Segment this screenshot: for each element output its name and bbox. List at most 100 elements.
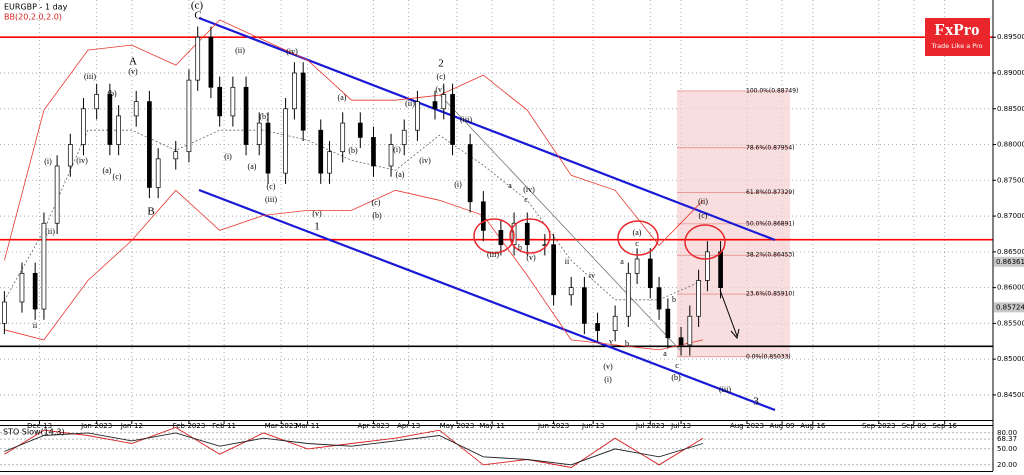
candle-body	[133, 101, 139, 117]
candle-body	[687, 315, 693, 346]
candle-body	[357, 122, 363, 138]
x-tick-label: Aug-16	[800, 422, 826, 430]
wave-label: a	[663, 349, 667, 358]
sto-line	[4, 432, 704, 466]
x-tick-label: Dec-13	[27, 422, 52, 430]
sto-tick-label: 68.37	[997, 435, 1017, 443]
x-tick-label: Jul-13	[670, 422, 691, 430]
candle-body	[340, 122, 346, 153]
wave-label: (ii)	[45, 227, 55, 236]
candle-body	[41, 222, 47, 310]
candle-body	[318, 129, 324, 174]
wave-label: (iv)	[76, 156, 88, 165]
candle-body	[94, 94, 100, 110]
price-tag: 0.85724	[996, 303, 1024, 311]
price-tag: 0.86361	[996, 258, 1024, 266]
wave-label: (v)	[603, 362, 613, 371]
wave-label: 3	[753, 396, 759, 408]
wave-label: (a)	[103, 166, 112, 175]
fib-label: 0.0%(0.85033)	[746, 353, 791, 360]
x-tick-label: Sep-2023	[862, 422, 896, 430]
candle-body	[107, 94, 113, 145]
wave-label: b	[625, 339, 629, 348]
wave-label: (iii)	[460, 115, 472, 124]
candle-body	[467, 144, 473, 203]
fib-label: 61.8%(0.87329)	[746, 189, 795, 196]
wave-label: a	[620, 257, 624, 266]
projection-arrow	[719, 289, 740, 340]
fib-label: 38.2%(0.86453)	[746, 252, 795, 259]
candle-body	[401, 129, 407, 145]
wave-label: v	[609, 337, 613, 346]
candle-body	[371, 137, 376, 167]
candle-body	[656, 287, 662, 310]
candle-body	[678, 337, 684, 346]
candle-body	[441, 94, 447, 110]
candle-body	[612, 315, 618, 331]
wave-label: (iv)	[523, 185, 535, 194]
sto-tick-label: 80.00	[997, 429, 1017, 437]
wave-label: c	[524, 195, 528, 204]
wave-label: ii	[33, 321, 38, 330]
wave-label: a	[508, 181, 512, 190]
wave-label: (i)	[604, 375, 612, 384]
highlight-circle	[509, 218, 551, 254]
wave-label: (ii)	[698, 197, 708, 206]
channel-line	[198, 188, 776, 412]
fib-label: 78.6%(0.87954)	[746, 144, 795, 151]
y-tick-label: 0.88000	[997, 141, 1024, 149]
candle-body	[186, 79, 192, 153]
candle-body	[388, 144, 394, 167]
wave-label: (a)	[338, 93, 347, 102]
candle-body	[283, 108, 288, 174]
fib-label: 50.0%(0.86891)	[746, 220, 795, 227]
bollinger-upper	[4, 19, 704, 261]
wave-label: iv	[589, 271, 595, 280]
candle-body	[256, 122, 262, 145]
candle-body	[665, 308, 671, 339]
x-tick-label: Feb-11	[212, 422, 236, 430]
x-tick-label: Jun-13	[581, 422, 604, 430]
y-tick-label: 0.86500	[997, 248, 1024, 256]
wave-label: (iv)	[419, 156, 431, 165]
wave-label: 1	[314, 221, 320, 233]
x-tick-label: Mar-11	[295, 422, 319, 430]
candle-body	[243, 86, 249, 145]
candle-body	[432, 101, 438, 110]
bollinger-middle	[4, 129, 704, 301]
y-tick-label: 0.87500	[997, 176, 1024, 184]
wave-label: 2	[438, 58, 444, 70]
wave-label: (iii)	[719, 385, 731, 394]
wave-label: (iii)	[265, 195, 277, 204]
y-tick-label: 0.88500	[997, 105, 1024, 113]
candle-body	[634, 258, 640, 274]
price-tag-box	[994, 302, 1024, 313]
x-tick-label: Apr-13	[397, 422, 420, 430]
x-tick-label: Aug-2023	[730, 422, 764, 430]
candle-body	[32, 272, 38, 310]
wave-label: (i)	[393, 145, 401, 154]
candle-body	[155, 158, 161, 188]
candle-body	[568, 287, 574, 296]
y-tick-label: 0.89000	[997, 69, 1024, 77]
fib-label: 23.6%(0.85910)	[746, 291, 795, 298]
wave-label: (i)	[454, 180, 462, 189]
candle-body	[647, 258, 653, 288]
wave-label: (v)	[128, 67, 138, 76]
chart-title: EURGBP - 1 day	[4, 3, 68, 12]
highlight-circle	[684, 224, 726, 260]
candle-body	[67, 144, 73, 167]
candle-body	[54, 165, 60, 224]
candle-body	[300, 72, 306, 131]
wave-label: ii	[565, 257, 570, 266]
candle-body	[582, 287, 587, 324]
wave-label: (b)	[372, 211, 382, 220]
candle-body	[116, 115, 121, 145]
wave-label: b	[518, 243, 522, 252]
main-panel: 100.0%(0.88749) 78.6%(0.87954) 61.8%(0.873…	[0, 0, 993, 420]
sto-tick-label: 20.00	[997, 461, 1017, 469]
logo-brand: FxPro	[934, 20, 979, 39]
candle-body	[696, 280, 701, 317]
y-tick-label: 0.89500	[997, 33, 1024, 41]
